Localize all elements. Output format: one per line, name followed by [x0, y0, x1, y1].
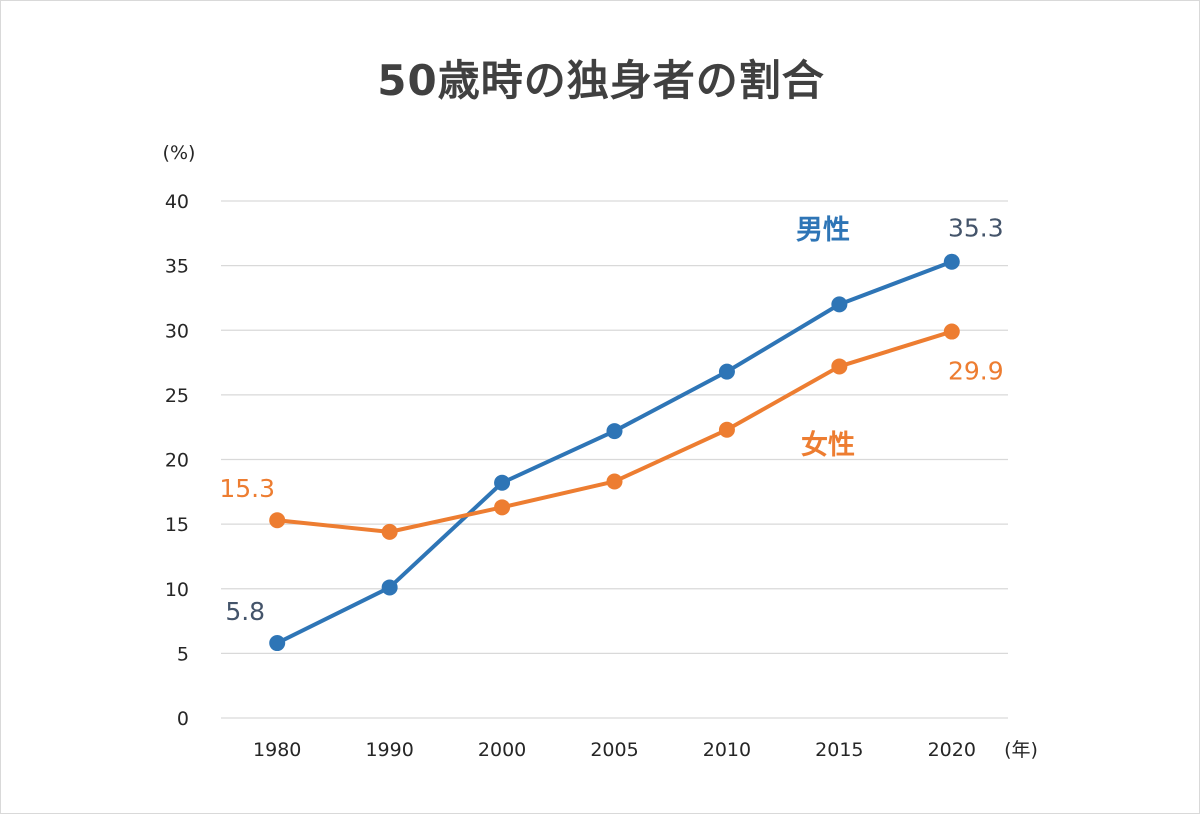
x-tick-label: 2015: [815, 739, 863, 761]
series-name-label: 男性: [796, 215, 850, 246]
data-point-female: [943, 323, 960, 340]
x-tick-label: 2020: [928, 739, 976, 761]
y-axis-unit-label: (%): [163, 142, 196, 164]
data-point-female: [831, 358, 848, 375]
data-point-female: [606, 473, 623, 490]
x-tick-label: 2005: [590, 739, 638, 761]
data-point-male: [831, 296, 848, 313]
y-tick-label: 20: [165, 450, 189, 472]
y-tick-label: 0: [177, 708, 189, 730]
data-point-male: [381, 579, 398, 596]
data-point-male: [943, 253, 960, 270]
x-tick-label: 1990: [365, 739, 413, 761]
y-tick-label: 25: [165, 385, 189, 407]
y-tick-label: 10: [165, 579, 189, 601]
data-label: 15.3: [219, 474, 275, 503]
y-tick-label: 35: [165, 256, 189, 278]
series-name-label: 女性: [801, 429, 855, 461]
data-label: 5.8: [225, 597, 265, 626]
x-tick-label: 1980: [253, 739, 301, 761]
x-tick-label: 2000: [478, 739, 526, 761]
y-tick-label: 15: [165, 514, 189, 536]
y-tick-label: 30: [165, 320, 189, 342]
data-point-male: [494, 474, 511, 491]
data-label: 29.9: [948, 357, 1004, 386]
y-tick-label: 40: [165, 191, 189, 213]
data-point-male: [718, 363, 735, 380]
y-tick-label: 5: [177, 643, 189, 665]
data-point-male: [606, 423, 623, 440]
data-point-female: [269, 512, 286, 529]
data-point-female: [494, 499, 511, 516]
data-point-female: [718, 421, 735, 438]
chart-title: 50歳時の独身者の割合: [377, 56, 825, 105]
x-tick-label: 2010: [703, 739, 751, 761]
data-label: 35.3: [948, 214, 1004, 243]
data-point-female: [381, 523, 398, 540]
data-point-male: [269, 635, 286, 652]
x-axis-unit-label: (年): [1004, 739, 1038, 761]
